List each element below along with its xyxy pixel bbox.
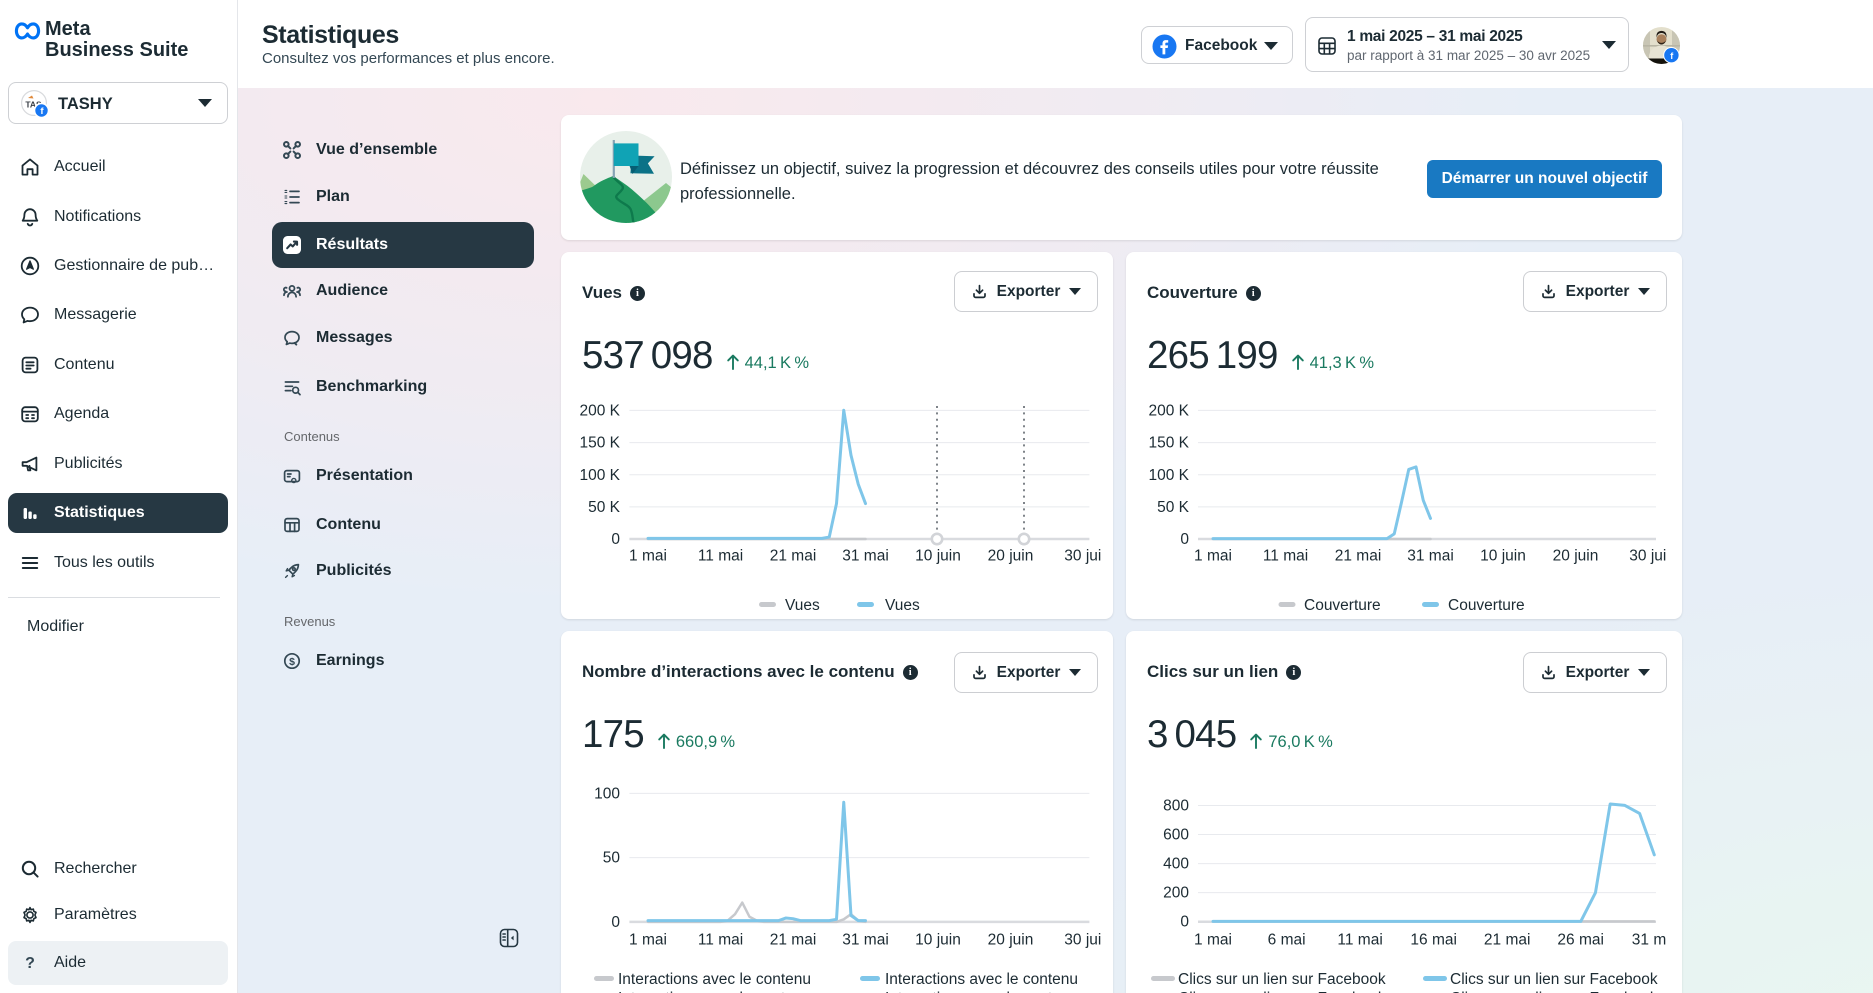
svg-text:100 K: 100 K xyxy=(1148,467,1189,484)
svg-text:30 jui: 30 jui xyxy=(1064,548,1101,565)
svg-text:21 mai: 21 mai xyxy=(1484,932,1531,949)
svg-text:100: 100 xyxy=(594,785,620,802)
svg-text:31 m: 31 m xyxy=(1632,932,1666,949)
svg-text:20 juin: 20 juin xyxy=(988,932,1034,949)
svg-text:0: 0 xyxy=(611,914,620,931)
svg-text:150 K: 150 K xyxy=(1148,435,1189,452)
svg-text:?: ? xyxy=(25,955,35,972)
svg-text:400: 400 xyxy=(1163,856,1189,873)
svg-text:f: f xyxy=(1670,51,1674,61)
svg-text:11 mai: 11 mai xyxy=(698,932,743,949)
svg-text:200: 200 xyxy=(1163,885,1189,902)
svg-text:Couverture: Couverture xyxy=(1448,597,1525,614)
svg-text:f: f xyxy=(40,106,44,117)
svg-text:Clics sur un lien sur Facebook: Clics sur un lien sur Facebook xyxy=(1178,971,1386,988)
svg-text:26 mai: 26 mai xyxy=(1557,932,1604,949)
svg-text:16 mai: 16 mai xyxy=(1410,932,1457,949)
svg-text:21 mai: 21 mai xyxy=(770,932,817,949)
svg-text:1 mai: 1 mai xyxy=(629,548,667,565)
svg-text:0: 0 xyxy=(1180,914,1189,931)
svg-text:31 mai: 31 mai xyxy=(842,932,889,949)
svg-text:11 mai: 11 mai xyxy=(1263,548,1308,565)
svg-text:Clics sur un lien sur Facebook: Clics sur un lien sur Facebook xyxy=(1450,971,1658,988)
svg-text:1 mai: 1 mai xyxy=(629,932,667,949)
svg-text:21 mai: 21 mai xyxy=(770,548,817,565)
svg-text:31 mai: 31 mai xyxy=(842,548,889,565)
svg-text:200 K: 200 K xyxy=(1148,402,1189,419)
svg-text:Vues: Vues xyxy=(885,597,920,614)
svg-text:0: 0 xyxy=(1180,531,1189,548)
svg-text:30 jui: 30 jui xyxy=(1064,932,1101,949)
svg-text:Clics sur un lien sur Facebook: Clics sur un lien sur Facebook xyxy=(1450,990,1658,993)
svg-text:Couverture: Couverture xyxy=(1304,597,1381,614)
svg-text:50: 50 xyxy=(603,850,621,867)
svg-text:200 K: 200 K xyxy=(579,402,620,419)
svg-text:Interactions avec le contenu: Interactions avec le contenu xyxy=(618,990,811,993)
svg-text:800: 800 xyxy=(1163,798,1189,815)
svg-text:11 mai: 11 mai xyxy=(698,548,743,565)
svg-text:10 juin: 10 juin xyxy=(915,548,961,565)
svg-text:Interactions avec le contenu: Interactions avec le contenu xyxy=(885,971,1078,988)
svg-text:Vues: Vues xyxy=(785,597,820,614)
svg-text:50 K: 50 K xyxy=(588,499,621,516)
svg-text:Clics sur un lien sur Facebook: Clics sur un lien sur Facebook xyxy=(1178,990,1386,993)
svg-text:30 jui: 30 jui xyxy=(1629,548,1666,565)
svg-text:11 mai: 11 mai xyxy=(1337,932,1382,949)
svg-text:$: $ xyxy=(289,656,295,668)
svg-text:100 K: 100 K xyxy=(579,467,620,484)
svg-text:20 juin: 20 juin xyxy=(1553,548,1599,565)
svg-text:TAS: TAS xyxy=(25,100,42,110)
svg-text:6 mai: 6 mai xyxy=(1268,932,1306,949)
svg-text:1 mai: 1 mai xyxy=(1194,932,1232,949)
svg-text:10 juin: 10 juin xyxy=(915,932,961,949)
svg-text:Interactions avec le contenu: Interactions avec le contenu xyxy=(885,990,1078,993)
svg-text:600: 600 xyxy=(1163,827,1189,844)
svg-text:Interactions avec le contenu: Interactions avec le contenu xyxy=(618,971,811,988)
svg-text:31 mai: 31 mai xyxy=(1407,548,1454,565)
svg-text:10 juin: 10 juin xyxy=(1480,548,1526,565)
svg-text:150 K: 150 K xyxy=(579,435,620,452)
svg-text:20 juin: 20 juin xyxy=(988,548,1034,565)
svg-text:1 mai: 1 mai xyxy=(1194,548,1232,565)
svg-text:0: 0 xyxy=(611,531,620,548)
svg-text:50 K: 50 K xyxy=(1157,499,1190,516)
svg-text:21 mai: 21 mai xyxy=(1335,548,1382,565)
